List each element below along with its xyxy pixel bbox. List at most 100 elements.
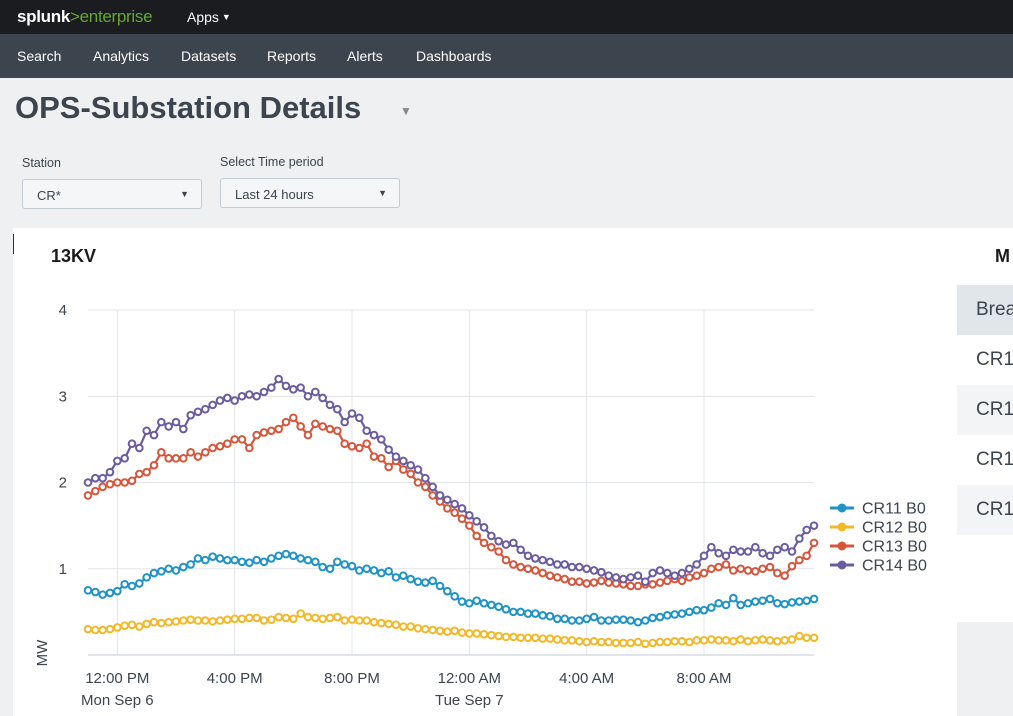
title-row: OPS-Substation Details ▼	[15, 90, 412, 126]
data-point	[120, 579, 129, 589]
data-point	[714, 548, 723, 558]
legend-marker	[837, 560, 847, 570]
top-bar: splunk>enterprise Apps ▼	[0, 0, 1013, 34]
data-point	[751, 567, 760, 576]
nav-search[interactable]: Search	[17, 48, 62, 64]
data-point	[780, 636, 789, 645]
data-point	[450, 592, 459, 601]
nav-dashboards[interactable]: Dashboards	[416, 48, 492, 64]
data-point	[641, 639, 650, 649]
data-point	[685, 637, 694, 647]
data-point	[457, 628, 467, 637]
data-point	[201, 555, 210, 565]
data-point	[575, 636, 584, 646]
data-point	[384, 462, 393, 472]
data-point	[633, 581, 643, 591]
data-point	[736, 635, 745, 644]
data-point	[729, 566, 738, 575]
table-row[interactable]: CR1	[957, 385, 1013, 435]
data-point	[127, 620, 137, 630]
data-point	[215, 396, 225, 405]
data-point	[274, 551, 283, 561]
data-point	[274, 374, 283, 384]
x-tick-sublabel: Mon Sep 6	[81, 692, 154, 709]
data-point	[421, 578, 430, 587]
data-point	[626, 573, 635, 582]
data-point	[641, 577, 650, 586]
data-point	[421, 624, 430, 634]
table-row[interactable]: CR1	[957, 335, 1013, 385]
data-point	[582, 564, 591, 574]
data-point	[355, 566, 364, 575]
data-point	[281, 381, 291, 391]
nav-analytics[interactable]: Analytics	[93, 48, 150, 64]
nav-reports[interactable]: Reports	[267, 48, 317, 64]
data-point	[604, 571, 613, 580]
data-point	[611, 615, 621, 624]
legend-label: CR12 B0	[862, 520, 927, 537]
data-point	[113, 586, 122, 596]
time-period-dropdown[interactable]: Last 24 hours ▼	[220, 178, 400, 208]
station-dropdown[interactable]: CR* ▼	[22, 179, 202, 209]
data-point	[699, 605, 709, 615]
data-point	[773, 545, 782, 555]
data-point	[699, 568, 709, 578]
data-point	[443, 627, 452, 637]
data-point	[215, 616, 225, 625]
data-point	[487, 531, 496, 541]
data-point	[707, 635, 716, 644]
data-point	[127, 581, 137, 591]
data-point	[413, 465, 423, 474]
nav-datasets[interactable]: Datasets	[181, 48, 237, 64]
data-point	[472, 531, 481, 541]
table-row[interactable]: CR1	[957, 485, 1013, 535]
data-point	[553, 560, 562, 569]
data-point	[531, 566, 540, 575]
data-point	[523, 551, 533, 561]
data-point	[648, 568, 657, 578]
data-point	[91, 587, 100, 597]
data-point	[604, 637, 613, 647]
data-point	[545, 557, 555, 567]
data-point	[208, 552, 217, 561]
data-point	[223, 439, 232, 448]
data-point	[157, 448, 166, 457]
table-header-cell[interactable]: Brea	[957, 285, 1013, 335]
splunk-logo[interactable]: splunk>enterprise	[17, 7, 153, 26]
apps-menu[interactable]: Apps ▼	[187, 9, 231, 25]
data-point	[758, 564, 767, 574]
data-point	[545, 611, 555, 621]
data-point	[707, 564, 716, 574]
data-point	[245, 558, 254, 568]
data-point	[692, 636, 701, 645]
legend-marker	[837, 503, 847, 513]
data-point	[201, 616, 210, 625]
data-point	[809, 633, 819, 643]
nav-alerts[interactable]: Alerts	[347, 48, 383, 64]
data-point	[289, 551, 298, 561]
data-point	[802, 633, 811, 643]
data-point	[245, 613, 254, 623]
data-point	[648, 613, 657, 623]
data-point	[267, 426, 276, 436]
data-point	[729, 636, 738, 646]
data-point	[773, 636, 782, 646]
title-menu-chevron-icon[interactable]: ▼	[400, 104, 412, 118]
chart-legend: CR11 B0 CR12 B0 CR13 B0 CR14 B0	[830, 501, 927, 575]
data-point	[516, 633, 525, 643]
legend-marker	[837, 522, 847, 532]
data-point	[472, 629, 481, 638]
data-point	[575, 562, 584, 572]
data-point	[465, 598, 474, 608]
data-point	[538, 568, 547, 578]
data-point	[237, 557, 247, 567]
data-point	[765, 562, 775, 572]
data-point	[743, 547, 753, 556]
data-point	[450, 626, 459, 636]
data-point	[406, 574, 415, 584]
data-point	[259, 616, 269, 625]
data-point	[677, 636, 687, 646]
data-point	[347, 441, 357, 451]
table-row[interactable]: CR1	[957, 435, 1013, 485]
